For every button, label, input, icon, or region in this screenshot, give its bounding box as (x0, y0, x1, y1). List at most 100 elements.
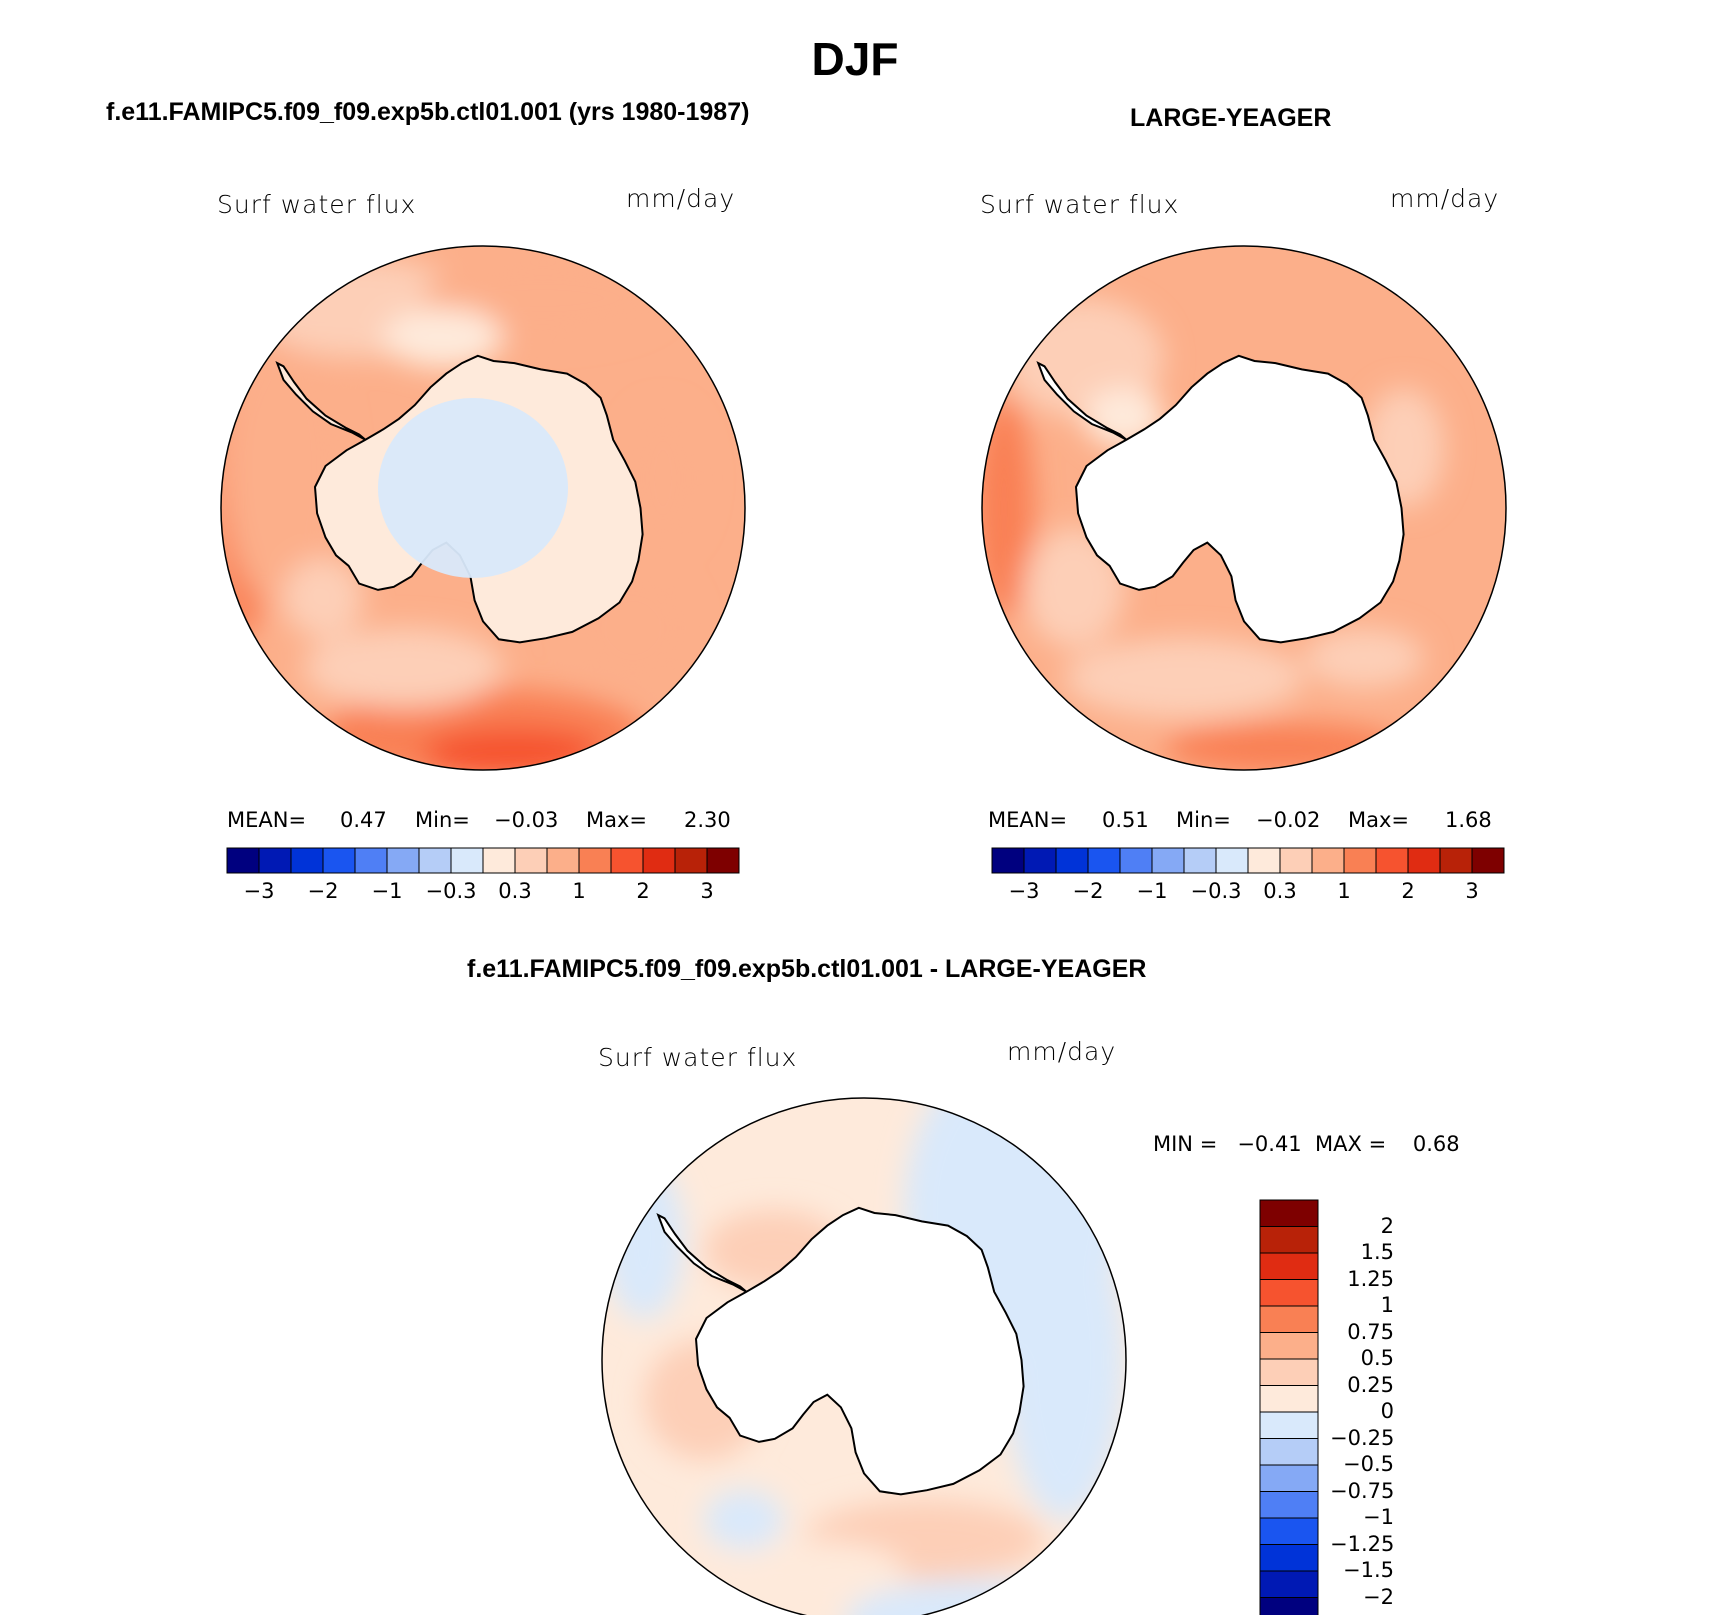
panel-2-min-label: Min= (1176, 808, 1231, 832)
panel-1-mean-label: MEAN= (227, 808, 307, 832)
colorbar-level-label: −1 (1363, 1505, 1394, 1529)
colorbar-box (1119, 847, 1153, 874)
panel-1-map-border (220, 245, 746, 771)
colorbar-tick-label: −2 (307, 879, 339, 903)
panel-1-units: mm/day (626, 184, 736, 213)
colorbar-box (1183, 847, 1217, 874)
colorbar-tick-label: −3 (1008, 879, 1040, 903)
colorbar-box (610, 847, 644, 874)
colorbar-level-label: −0.5 (1343, 1452, 1394, 1476)
panel-1-min-value: −0.03 (494, 808, 559, 832)
colorbar-box (674, 847, 708, 874)
colorbar-box (1259, 1411, 1319, 1439)
colorbar-box (1259, 1332, 1319, 1360)
colorbar-level-label: 0.75 (1347, 1319, 1394, 1344)
panel-2-max-value: 1.68 (1445, 808, 1492, 832)
colorbar-level-label: 2 (1380, 1213, 1394, 1238)
panel-2-mean-label: MEAN= (988, 808, 1068, 832)
figure-title: DJF (811, 33, 899, 85)
contour-region (982, 398, 1034, 618)
panel-1-map (220, 245, 746, 771)
contour-region (704, 1490, 784, 1550)
panel-2-max-label: Max= (1348, 808, 1410, 832)
colorbar-box (1055, 847, 1089, 874)
colorbar-box (1311, 847, 1345, 874)
colorbar-box (1259, 1279, 1319, 1307)
colorbar-tick-label: 2 (636, 879, 650, 903)
panel-2-variable: Surf water flux (980, 190, 1180, 219)
antarctic-peninsula (275, 361, 367, 441)
colorbar-box (1259, 1226, 1319, 1254)
colorbar-level-label: 0.5 (1360, 1346, 1394, 1370)
colorbar-tick-label: 3 (1465, 879, 1479, 903)
colorbar-box (1023, 847, 1057, 874)
colorbar-level-label: 1.5 (1360, 1240, 1394, 1264)
contour-region (383, 308, 503, 368)
colorbar-box (1259, 1438, 1319, 1466)
colorbar-box (322, 847, 356, 874)
colorbar-tick-label: 1 (572, 879, 586, 903)
colorbar-level-label: −1.5 (1343, 1558, 1394, 1582)
panel-2-map (981, 245, 1507, 771)
colorbar-tick-label: −3 (243, 879, 275, 903)
panel-3-map-border (601, 1097, 1127, 1615)
colorbar-box (546, 847, 580, 874)
colorbar-box (514, 847, 548, 874)
contour-region (283, 558, 363, 638)
colorbar-level-label: −2 (1363, 1584, 1394, 1609)
panel-3-variable: Surf water flux (598, 1043, 798, 1072)
antarctica-coastline (1074, 354, 1405, 644)
colorbar-box (991, 847, 1025, 874)
contour-region (303, 628, 503, 708)
colorbar-box (1259, 1252, 1319, 1280)
colorbar-box (1215, 847, 1249, 874)
colorbar-level-label: 0.25 (1347, 1372, 1394, 1397)
panel-1-mean-value: 0.47 (340, 808, 387, 832)
colorbar-box (642, 847, 676, 874)
panel-2-subtitle: LARGE-YEAGER (1130, 104, 1332, 132)
colorbar-level-label: 0 (1380, 1399, 1394, 1423)
colorbar-box (258, 847, 292, 874)
contour-region (223, 328, 343, 608)
panel-3-subtitle: f.e11.FAMIPC5.f09_f09.exp5b.ctl01.001 - … (467, 955, 1147, 983)
colorbar-box (1259, 1491, 1319, 1519)
panel-2-colorbar (991, 847, 1505, 874)
colorbar-tick-label: 0.3 (498, 879, 532, 903)
colorbar-level-label: −1.25 (1330, 1531, 1395, 1556)
contour-region (1164, 723, 1404, 770)
panel-3-units: mm/day (1007, 1037, 1117, 1066)
colorbar-box (1259, 1385, 1319, 1413)
colorbar-box (1279, 847, 1313, 874)
colorbar-level-label: −0.75 (1330, 1478, 1395, 1503)
colorbar-box (1259, 1464, 1319, 1492)
panel-1-max-value: 2.30 (684, 808, 731, 832)
colorbar-box (290, 847, 324, 874)
panel-2-units: mm/day (1390, 184, 1500, 213)
colorbar-box (1259, 1305, 1319, 1333)
colorbar-box (1151, 847, 1185, 874)
panel-1-colorbar (226, 847, 740, 874)
colorbar-box (1087, 847, 1121, 874)
colorbar-tick-label: −1 (371, 879, 403, 903)
colorbar-box (1471, 847, 1505, 874)
colorbar-tick-label: −0.3 (1190, 879, 1242, 903)
contour-region (1064, 638, 1304, 718)
colorbar-tick-label: 0.3 (1263, 879, 1297, 903)
colorbar-box (418, 847, 452, 874)
panel-3-minmax: MIN = −0.41 MAX = 0.68 (1153, 1132, 1460, 1156)
antarctica-coastline (694, 1206, 1025, 1496)
panel-2-map-border (981, 245, 1507, 771)
colorbar-box (226, 847, 260, 874)
panel-1-contour-field (221, 258, 703, 770)
colorbar-level-label: −0.25 (1330, 1425, 1395, 1450)
contour-region (1004, 1200, 1124, 1520)
colorbar-box (354, 847, 388, 874)
colorbar-box (1259, 1570, 1319, 1598)
panel-1-min-label: Min= (415, 808, 470, 832)
colorbar-box (1259, 1358, 1319, 1386)
panel-2-min-value: −0.02 (1256, 808, 1321, 832)
colorbar-box (1247, 847, 1281, 874)
panel-1-variable: Surf water flux (217, 190, 417, 219)
colorbar-box (1407, 847, 1441, 874)
panel-2-mean-value: 0.51 (1102, 808, 1149, 832)
